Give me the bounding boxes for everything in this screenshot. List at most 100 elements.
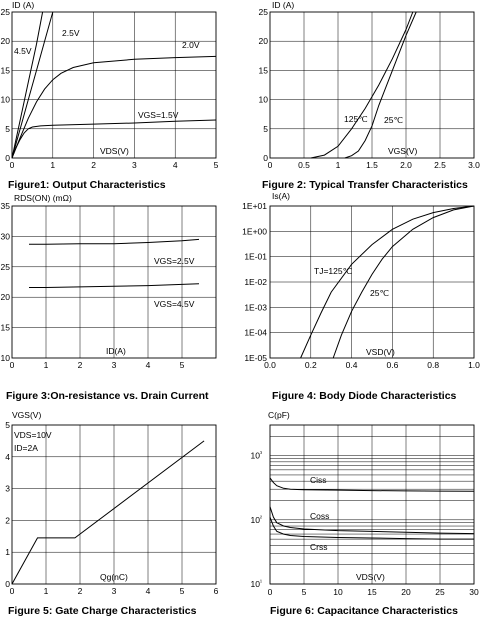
y-tick-label: 35 <box>1 201 11 211</box>
y-tick-label: 2 <box>5 515 10 525</box>
x-tick-label: 5 <box>180 360 185 370</box>
y-tick-label: 20 <box>259 36 269 46</box>
y-tick-label: 5 <box>263 124 268 134</box>
x-tick-label: 4 <box>146 586 151 596</box>
y-tick-label: 4 <box>5 452 10 462</box>
x-tick-label: 0.8 <box>427 360 439 370</box>
y-tick-label: 10¹ <box>251 579 262 589</box>
y-tick-label: 25 <box>1 262 11 272</box>
x-tick-label: 2 <box>78 360 83 370</box>
series-line <box>11 119 217 159</box>
plot-frame <box>269 205 475 359</box>
figure-caption: Figure 5: Gate Charge Characteristics <box>8 605 197 617</box>
y-tick-label: 15 <box>1 323 11 333</box>
y-axis-label: ID (A) <box>12 0 34 10</box>
annotation-label: 2.0V <box>182 40 200 50</box>
annotation-label: ID=2A <box>14 443 38 453</box>
y-tick-label: 3 <box>5 484 10 494</box>
chart-4: 0.0 0.2 0.4 0.6 0.8 1.0 1E-05 1E-04 1E-03 1E-02 1E… <box>242 191 480 402</box>
x-tick-label: 3 <box>112 586 117 596</box>
series-line <box>29 238 200 245</box>
tick-labels: 0 1 2 3 4 5 0 5 10 15 20 25 <box>1 7 219 170</box>
series-line <box>11 440 205 585</box>
series-line <box>300 205 475 359</box>
annotation-label: Ciss <box>310 475 327 485</box>
annotation-label: VGS=1.5V <box>138 110 179 120</box>
x-tick-label: 0.0 <box>264 360 276 370</box>
annotation-label: Crss <box>310 542 327 552</box>
x-tick-label: 3.0 <box>468 160 480 170</box>
x-axis-label: VGS(V) <box>388 146 417 156</box>
y-axis-label: Is(A) <box>272 191 290 201</box>
x-tick-label: 3 <box>132 160 137 170</box>
y-tick-label: 25 <box>259 7 269 17</box>
plot-frame <box>269 424 475 585</box>
x-tick-label: 0 <box>268 587 273 597</box>
x-tick-label: 0.6 <box>386 360 398 370</box>
x-tick-label: 30 <box>469 587 479 597</box>
x-tick-label: 1 <box>336 160 341 170</box>
y-tick-label: 10³ <box>251 451 262 461</box>
y-tick-label: 0 <box>5 579 10 589</box>
x-tick-label: 1 <box>44 586 49 596</box>
x-axis-label: VDS(V) <box>356 572 385 582</box>
plot-frame <box>269 11 475 159</box>
x-tick-label: 2 <box>78 586 83 596</box>
grid <box>12 206 216 358</box>
x-tick-label: 1 <box>44 360 49 370</box>
annotation-label: VGS=2.5V <box>154 256 195 266</box>
figure-caption: Figure1: Output Characteristics <box>8 179 166 191</box>
x-tick-label: 0 <box>10 160 15 170</box>
x-tick-label: 0.5 <box>298 160 310 170</box>
series-line <box>11 11 44 159</box>
grid <box>12 12 216 158</box>
y-tick-label: 1E+01 <box>242 201 267 211</box>
tick-labels: 0 1 2 3 4 5 10 15 20 25 30 35 <box>1 201 185 370</box>
y-tick-label: 0 <box>5 153 10 163</box>
x-tick-label: 0 <box>268 160 273 170</box>
annotation-label: 125℃ <box>344 114 368 124</box>
x-tick-label: 4 <box>146 360 151 370</box>
y-axis-label: ID (A) <box>272 0 294 10</box>
figure-caption: Figure 4: Body Diode Characteristics <box>272 390 457 402</box>
plot-frame <box>11 424 217 585</box>
x-tick-label: 0.4 <box>346 360 358 370</box>
series-line <box>29 283 200 288</box>
x-tick-label: 25 <box>435 587 445 597</box>
x-tick-label: 1 <box>50 160 55 170</box>
annotation-label: Coss <box>310 511 329 521</box>
x-tick-label: 1.0 <box>468 360 480 370</box>
grid <box>12 425 216 584</box>
x-tick-label: 10 <box>333 587 343 597</box>
grid <box>270 425 474 585</box>
y-tick-label: 10 <box>1 95 11 105</box>
x-axis-label: VDS(V) <box>100 146 129 156</box>
plot-frame <box>11 11 217 159</box>
annotation-label: TJ=125℃ <box>314 266 353 276</box>
tick-labels: 0 5 10 15 20 25 30 10¹ 10² 10³ <box>251 451 479 597</box>
y-tick-label: 15 <box>259 65 269 75</box>
y-axis-label: VGS(V) <box>12 410 41 420</box>
y-tick-label: 10 <box>1 353 11 363</box>
x-tick-label: 2.5 <box>434 160 446 170</box>
x-tick-label: 0 <box>10 360 15 370</box>
y-tick-label: 1E-01 <box>244 252 267 262</box>
x-tick-label: 2 <box>91 160 96 170</box>
x-axis-label: VSD(V) <box>366 347 395 357</box>
chart-6: 0 5 10 15 20 25 30 10¹ 10² 10³ C(pF) VDS(V) Figure 6… <box>251 410 479 617</box>
y-tick-label: 1 <box>5 547 10 557</box>
x-tick-label: 20 <box>401 587 411 597</box>
x-tick-label: 4 <box>173 160 178 170</box>
y-tick-label: 15 <box>1 65 11 75</box>
series-line <box>11 55 217 159</box>
y-axis-label: RDS(ON) (mΩ) <box>14 193 72 203</box>
x-tick-label: 5 <box>214 160 219 170</box>
annotation-label: VGS=4.5V <box>154 299 195 309</box>
y-tick-label: 1E-03 <box>244 302 267 312</box>
y-axis-label: C(pF) <box>268 410 290 420</box>
x-tick-label: 15 <box>367 587 377 597</box>
series-line <box>269 506 475 535</box>
